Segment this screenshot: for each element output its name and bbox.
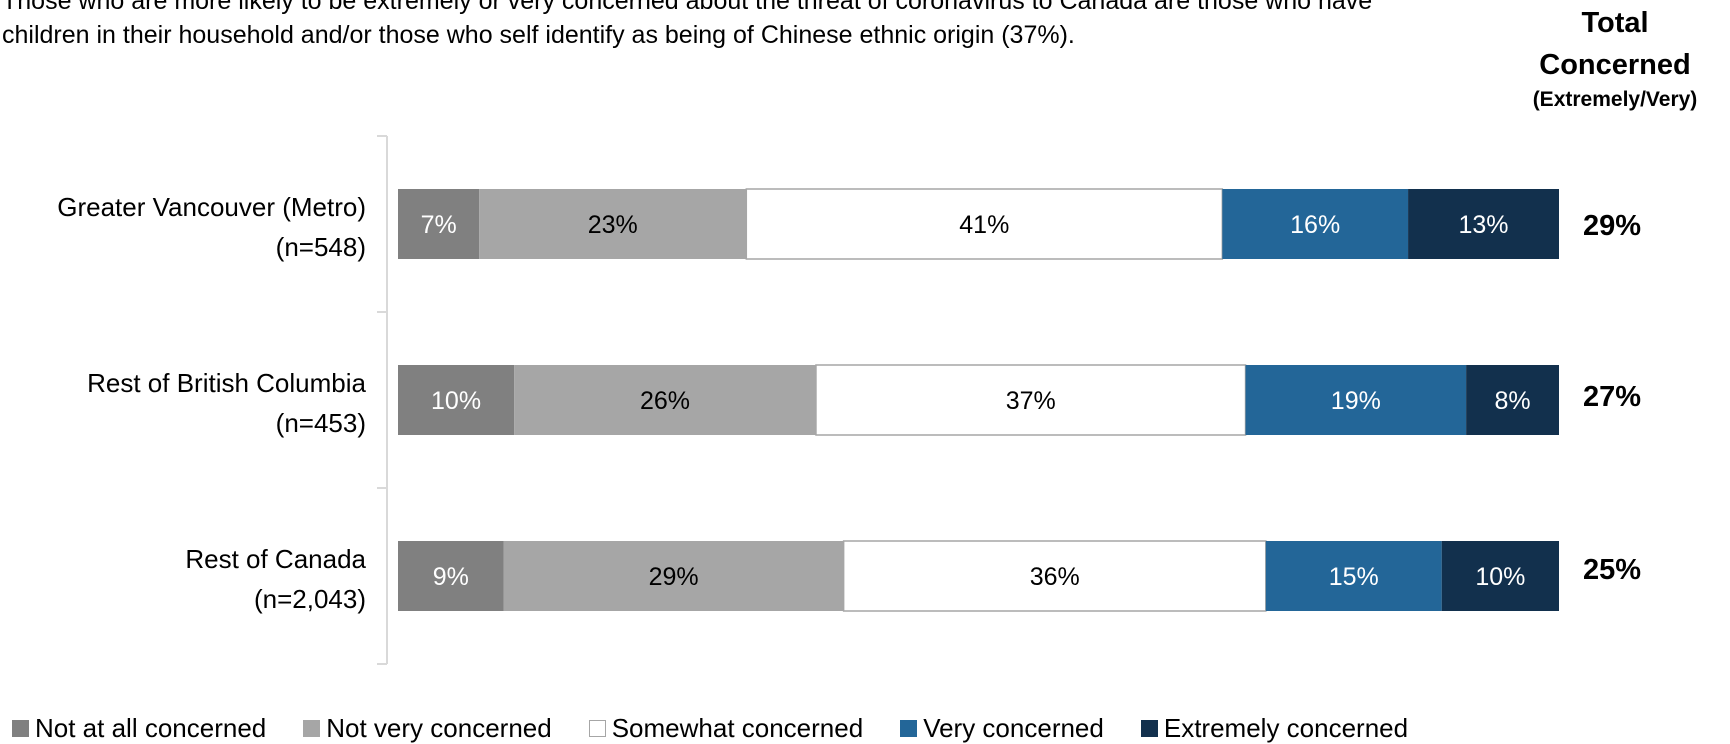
legend-item: Extremely concerned xyxy=(1141,713,1408,744)
category-sample-size: (n=2,043) xyxy=(254,584,366,614)
legend-label: Extremely concerned xyxy=(1164,713,1408,744)
legend-item: Very concerned xyxy=(900,713,1104,744)
category-sample-size: (n=453) xyxy=(276,408,366,438)
legend-swatch xyxy=(12,720,29,737)
bar-data-label: 16% xyxy=(1290,211,1340,239)
bar-data-label: 23% xyxy=(588,211,638,239)
category-label: Rest of British Columbia xyxy=(87,368,366,398)
bar-data-label: 19% xyxy=(1331,387,1381,415)
legend-swatch xyxy=(303,720,320,737)
legend-item: Not very concerned xyxy=(303,713,551,744)
chart-legend: Not at all concerned Not very concerned So… xyxy=(12,712,1408,744)
legend-swatch xyxy=(589,720,606,737)
bar-data-label: 8% xyxy=(1494,387,1530,415)
legend-label: Somewhat concerned xyxy=(612,713,863,744)
bar-data-label: 10% xyxy=(1475,563,1525,591)
category-label: Greater Vancouver (Metro) xyxy=(57,192,366,222)
bar-data-label: 29% xyxy=(649,563,699,591)
legend-swatch xyxy=(900,720,917,737)
legend-label: Very concerned xyxy=(923,713,1104,744)
total-concerned-value: 25% xyxy=(1583,554,1641,586)
bar-data-label: 26% xyxy=(640,387,690,415)
legend-label: Not very concerned xyxy=(326,713,551,744)
legend-item: Not at all concerned xyxy=(12,713,266,744)
bar-data-label: 41% xyxy=(959,211,1009,239)
bar-data-label: 13% xyxy=(1459,211,1509,239)
legend-label: Not at all concerned xyxy=(35,713,266,744)
bar-data-label: 15% xyxy=(1329,563,1379,591)
legend-swatch xyxy=(1141,720,1158,737)
total-concerned-value: 29% xyxy=(1583,210,1641,242)
bar-data-label: 36% xyxy=(1030,563,1080,591)
legend-item: Somewhat concerned xyxy=(589,713,863,744)
bar-data-label: 7% xyxy=(421,211,457,239)
bar-data-label: 9% xyxy=(433,563,469,591)
category-label: Rest of Canada xyxy=(185,544,366,574)
category-sample-size: (n=548) xyxy=(276,232,366,262)
bar-data-label: 10% xyxy=(431,387,481,415)
bar-data-label: 37% xyxy=(1006,387,1056,415)
total-concerned-value: 27% xyxy=(1583,381,1641,413)
